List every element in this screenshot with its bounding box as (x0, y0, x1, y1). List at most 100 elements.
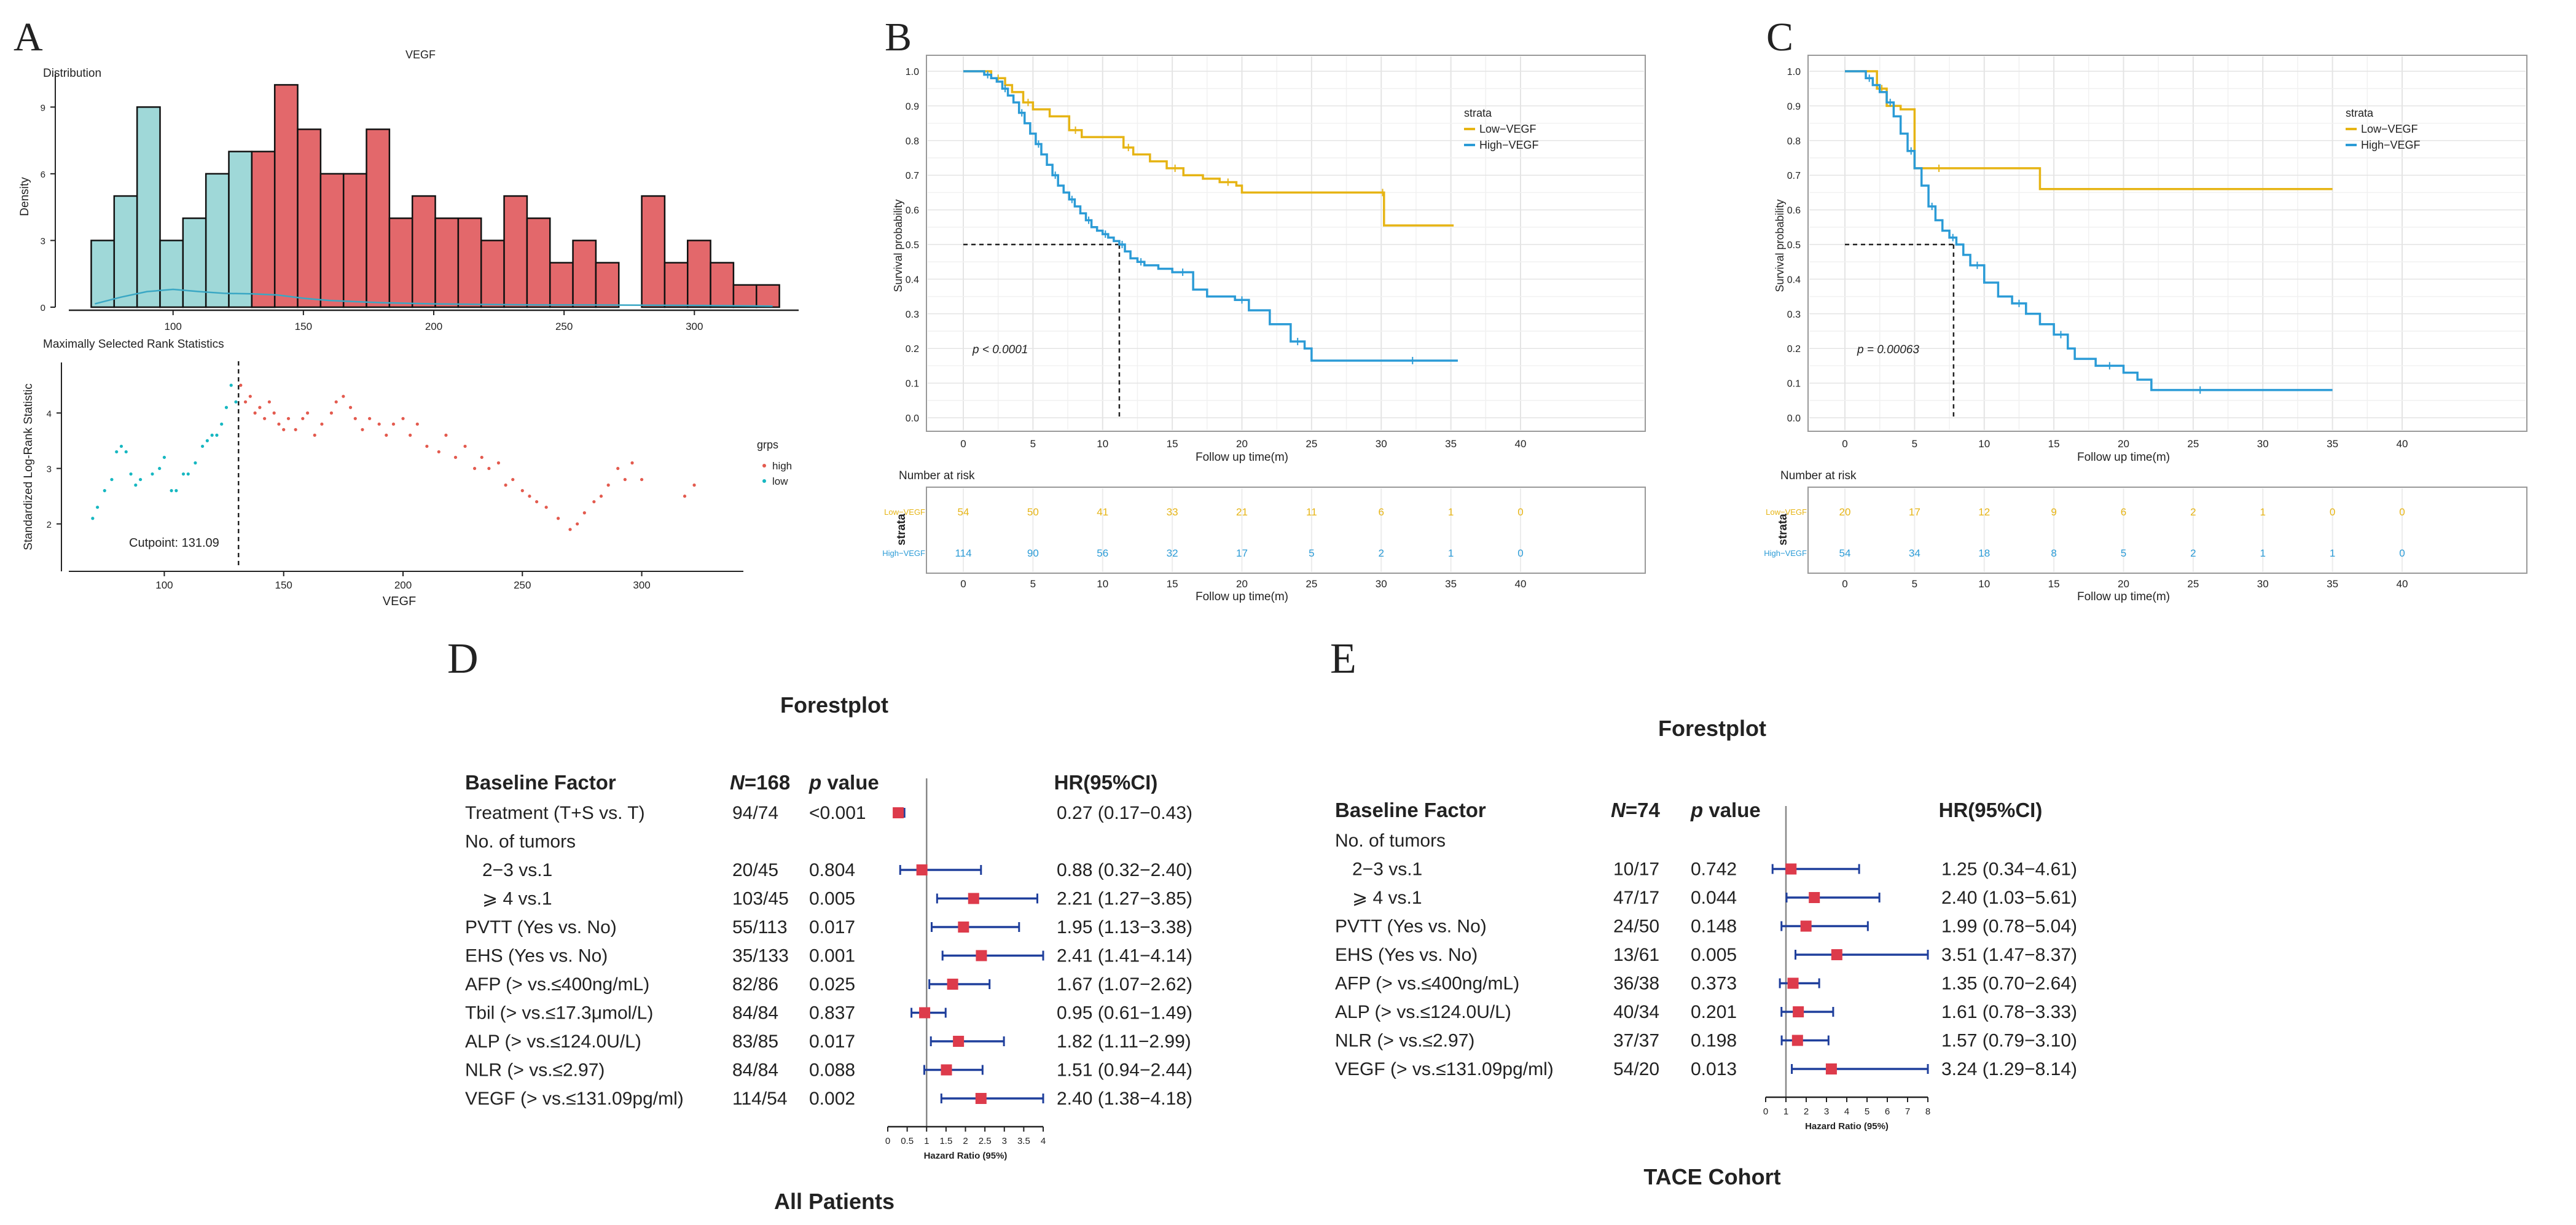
e-row-p: 0.198 (1691, 1031, 1737, 1051)
hist-bar-low (182, 217, 207, 308)
d-hr-marker (893, 807, 904, 818)
d-hr-marker (976, 950, 987, 961)
d-row-hr: 0.88 (0.32−2.40) (1057, 860, 1192, 880)
c-risk-count: 20 (1839, 506, 1851, 518)
rank-point-high (606, 483, 610, 487)
e-row-hr: 3.51 (1.47−8.37) (1941, 945, 2077, 965)
c-risk-x-tick-label: 20 (2118, 578, 2129, 590)
e-row-hr: 3.24 (1.29−8.14) (1941, 1059, 2077, 1079)
b-risk-count: 0 (1517, 506, 1523, 518)
d-x-tick-label: 2 (963, 1136, 968, 1146)
rank-point-high (277, 422, 281, 426)
e-row-hr: 1.25 (0.34−4.61) (1941, 859, 2077, 880)
d-axis-label: Hazard Ratio (95%) (924, 1151, 1008, 1161)
c-x-tick-label: 0 (1842, 438, 1847, 450)
hist-x-tick-label: 200 (425, 321, 442, 332)
e-x-tick-label: 1 (1783, 1106, 1788, 1117)
b-risk-x-tick-label: 40 (1515, 578, 1527, 590)
d-hr-marker (975, 1093, 987, 1104)
hist-bar-high (342, 173, 367, 308)
e-row-n: 40/34 (1613, 1002, 1659, 1022)
rank-legend-high: high (772, 460, 792, 472)
c-risk-row-label: Low−VEGF (1766, 507, 1807, 517)
density-curve (95, 288, 773, 307)
b-risk-row-label: High−VEGF (882, 549, 925, 558)
b-risk-x-tick-label: 0 (960, 578, 966, 590)
rank-point-high (463, 444, 467, 448)
rank-point-low (129, 472, 133, 476)
e-row-n: 37/37 (1613, 1031, 1659, 1051)
d-x-tick-label: 3 (1002, 1136, 1007, 1146)
b-risk-count: 33 (1167, 506, 1178, 518)
e-row-n: 36/38 (1613, 974, 1659, 994)
hist-x-tick-label: 150 (295, 321, 312, 332)
panel-letter-b: B (885, 15, 912, 60)
d-row-p: <0.001 (809, 803, 866, 823)
hist-x-tick-label: 100 (165, 321, 182, 332)
hist-bar-low (159, 240, 184, 308)
b-risk-count: 90 (1027, 547, 1039, 559)
rank-y-tick-label: 2 (47, 520, 52, 530)
rank-point-high (267, 400, 271, 404)
panel-letter-a: A (14, 15, 43, 60)
hist-bar-high (664, 262, 689, 308)
b-y-tick-label: 0.6 (906, 206, 919, 216)
c-risk-count: 18 (1978, 547, 1990, 559)
rank-point-low (170, 489, 173, 493)
e-hr-marker (1791, 1035, 1803, 1046)
b-y-tick-label: 0.8 (906, 136, 919, 147)
d-row-factor: AFP (> vs.≤400ng/mL) (465, 974, 649, 995)
rank-point-low (115, 450, 119, 454)
c-risk-x-tick-label: 25 (2187, 578, 2199, 590)
d-x-tick-label: 4 (1041, 1136, 1046, 1146)
hist-title: VEGF (405, 49, 436, 61)
c-risk-count: 0 (2330, 506, 2335, 518)
b-risk-x-tick-label: 30 (1376, 578, 1387, 590)
d-row-hr: 2.21 (1.27−3.85) (1057, 889, 1192, 909)
e-row-hr: 1.61 (0.78−3.33) (1941, 1002, 2077, 1022)
d-row-n: 84/84 (732, 1060, 778, 1081)
e-row-factor: PVTT (Yes vs. No) (1335, 917, 1487, 937)
e-row-p: 0.044 (1691, 888, 1737, 908)
d-row-hr: 1.67 (1.07−2.62) (1057, 974, 1192, 995)
e-row-p: 0.148 (1691, 917, 1737, 937)
b-plot-frame (926, 55, 1646, 432)
b-y-tick-label: 1.0 (906, 67, 919, 77)
c-risk-count: 2 (2190, 506, 2196, 518)
rank-point-low (151, 472, 154, 476)
c-risk-x-tick-label: 40 (2397, 578, 2408, 590)
b-risk-count: 56 (1097, 547, 1108, 559)
e-x-tick-label: 6 (1885, 1106, 1890, 1117)
rank-point-high (263, 417, 267, 420)
b-risk-title: Number at risk (899, 469, 975, 482)
rank-x-tick-label: 200 (394, 579, 412, 591)
hist-bar-low (205, 173, 230, 308)
b-ylabel: Survival probability (892, 199, 904, 292)
b-risk-count: 17 (1236, 547, 1248, 559)
hist-subtitle: Distribution (43, 67, 101, 80)
b-risk-xlabel: Follow up time(m) (1196, 590, 1288, 603)
d-row-n: 84/84 (732, 1003, 778, 1023)
hist-bar-high (273, 84, 299, 308)
d-row-n: 94/74 (732, 803, 778, 823)
b-risk-count: 2 (1379, 547, 1384, 559)
hist-bar-high (641, 195, 666, 308)
c-y-tick-label: 0.8 (1787, 136, 1801, 147)
d-x-tick-label: 1.5 (939, 1136, 952, 1146)
e-row-n: 13/61 (1613, 945, 1659, 965)
d-row-p: 0.017 (809, 1031, 855, 1052)
rank-x-tick-label: 100 (155, 579, 173, 591)
d-x-tick-label: 1 (924, 1136, 929, 1146)
rank-point-high (377, 422, 381, 426)
c-y-tick-label: 0.9 (1787, 101, 1801, 112)
hist-bar-high (549, 262, 574, 308)
panel-letter-c: C (1766, 15, 1793, 60)
b-risk-count: 6 (1379, 506, 1384, 518)
hist-y-tick-label: 3 (41, 236, 45, 246)
d-caption: All Patients (774, 1189, 895, 1214)
d-header-n: N=168 (730, 771, 790, 794)
c-risk-count: 1 (2330, 547, 2335, 559)
e-row-factor: 2−3 vs.1 (1352, 859, 1422, 880)
e-row-n: 10/17 (1613, 859, 1659, 880)
e-row-factor: ALP (> vs.≤124.0U/L) (1335, 1002, 1511, 1022)
